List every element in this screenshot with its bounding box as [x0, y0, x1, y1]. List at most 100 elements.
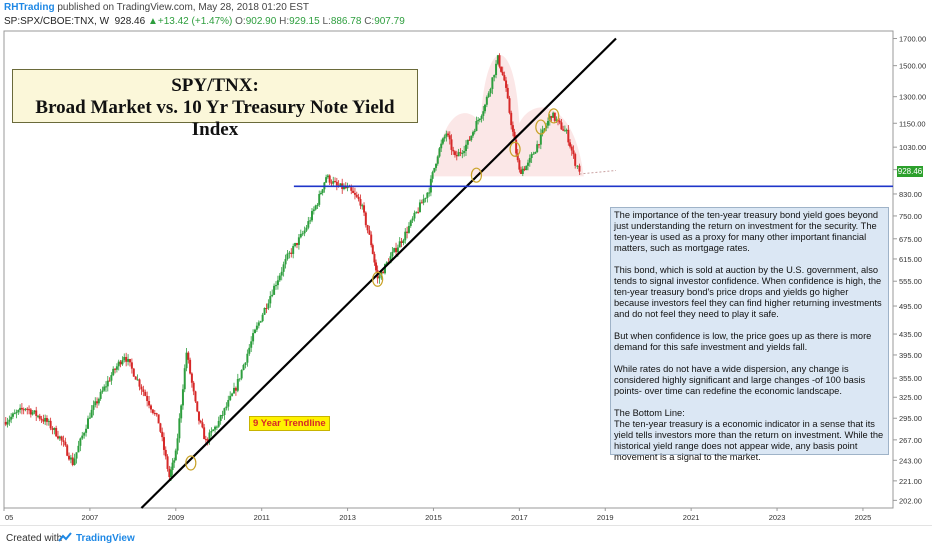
- candle-body: [17, 409, 20, 413]
- candle-body: [550, 116, 553, 118]
- candle-body: [453, 151, 456, 155]
- close-value: 907.79: [374, 16, 405, 27]
- candle-body: [142, 389, 145, 392]
- candle-body: [384, 264, 386, 274]
- candle-body: [58, 436, 61, 439]
- candle-body: [485, 97, 488, 105]
- candle-body: [489, 88, 492, 94]
- candle-body: [83, 432, 86, 436]
- candle-body: [448, 135, 451, 140]
- candle-body: [570, 146, 573, 151]
- y-tick-label: 325.00: [899, 393, 922, 402]
- candle-body: [4, 421, 7, 425]
- candle-body: [321, 189, 324, 193]
- candle-body: [560, 122, 563, 130]
- candle-body: [35, 410, 38, 416]
- candle-body: [181, 389, 184, 406]
- candle-body: [204, 439, 207, 441]
- candle-body: [121, 360, 124, 365]
- candle-body: [190, 373, 193, 383]
- candle-body: [464, 144, 467, 152]
- candle-body: [303, 230, 306, 234]
- last-price: 928.46: [114, 16, 146, 27]
- candle-body: [537, 144, 540, 146]
- candle-body: [438, 148, 441, 157]
- candle-body: [371, 245, 374, 254]
- candle-body: [312, 209, 315, 212]
- candle-body: [51, 428, 54, 430]
- candle-body: [29, 409, 32, 415]
- candle-body: [436, 156, 439, 164]
- x-tick-label: 2015: [425, 513, 442, 522]
- candle-body: [112, 368, 115, 376]
- candle-body: [123, 356, 126, 361]
- y-tick-label: 675.00: [899, 235, 922, 244]
- candle-body: [31, 412, 34, 415]
- trendline-9-year: [140, 37, 617, 509]
- candle-body: [254, 329, 257, 334]
- candle-body: [402, 240, 405, 243]
- touch-point-circle: [372, 271, 384, 287]
- candle-body: [477, 120, 480, 122]
- candle-body: [328, 175, 331, 183]
- candle-body: [513, 131, 516, 140]
- y-tick-label: 243.00: [899, 456, 922, 465]
- candle-body: [310, 211, 313, 221]
- candle-body: [396, 247, 399, 253]
- candle-body: [443, 136, 446, 139]
- candle-body: [19, 407, 22, 410]
- x-tick-label: 2009: [167, 513, 184, 522]
- created-with-label: Created with: [6, 533, 63, 544]
- candle-body: [92, 405, 95, 410]
- candle-body: [106, 380, 109, 387]
- candle-body: [88, 417, 91, 419]
- price-change: +13.42 (+1.47%): [157, 16, 233, 27]
- candle-body: [344, 186, 347, 189]
- publish-info: RHTrading published on TradingView.com, …: [4, 1, 309, 14]
- tradingview-brand[interactable]: TradingView: [76, 533, 135, 544]
- candle-body: [282, 264, 285, 272]
- candle-body: [273, 285, 276, 295]
- candle-body: [8, 419, 11, 422]
- candle-body: [68, 455, 71, 460]
- y-tick-label: 267.00: [899, 436, 922, 445]
- candle-body: [221, 414, 224, 416]
- candle-body: [77, 445, 80, 453]
- x-tick-label: 2019: [597, 513, 614, 522]
- candle-body: [480, 115, 483, 119]
- candle-body: [274, 285, 277, 287]
- candle-body: [543, 128, 546, 130]
- candle-body: [413, 212, 416, 219]
- candle-body: [511, 125, 514, 132]
- candle-body: [541, 129, 544, 134]
- candle-body: [352, 190, 355, 193]
- candle-body: [271, 294, 274, 297]
- touch-point-circle: [185, 455, 197, 471]
- candle-body: [33, 410, 36, 413]
- candle-body: [409, 220, 412, 226]
- candle-body: [417, 211, 420, 213]
- candle-body: [22, 409, 25, 411]
- candle-body: [162, 437, 165, 450]
- candle-body: [71, 457, 74, 465]
- candle-body: [24, 408, 27, 410]
- touch-point-circle: [535, 119, 547, 135]
- y-tick-label: 495.00: [899, 302, 922, 311]
- candle-body: [452, 149, 455, 152]
- candle-body: [404, 231, 407, 241]
- candle-body: [495, 63, 498, 76]
- candle-body: [242, 364, 245, 371]
- candle-body: [299, 233, 302, 238]
- candle-body: [187, 352, 190, 360]
- candle-body: [140, 386, 143, 390]
- candle-body: [468, 139, 471, 141]
- publisher-name[interactable]: RHTrading: [4, 2, 55, 13]
- candle-body: [521, 168, 524, 174]
- y-tick-label: 750.00: [899, 212, 922, 221]
- y-tick-label: 1030.00: [899, 143, 926, 152]
- candle-body: [325, 177, 328, 183]
- y-tick-label: 202.00: [899, 496, 922, 505]
- candle-body: [20, 407, 23, 410]
- candle-body: [463, 151, 466, 153]
- candle-body: [259, 321, 262, 323]
